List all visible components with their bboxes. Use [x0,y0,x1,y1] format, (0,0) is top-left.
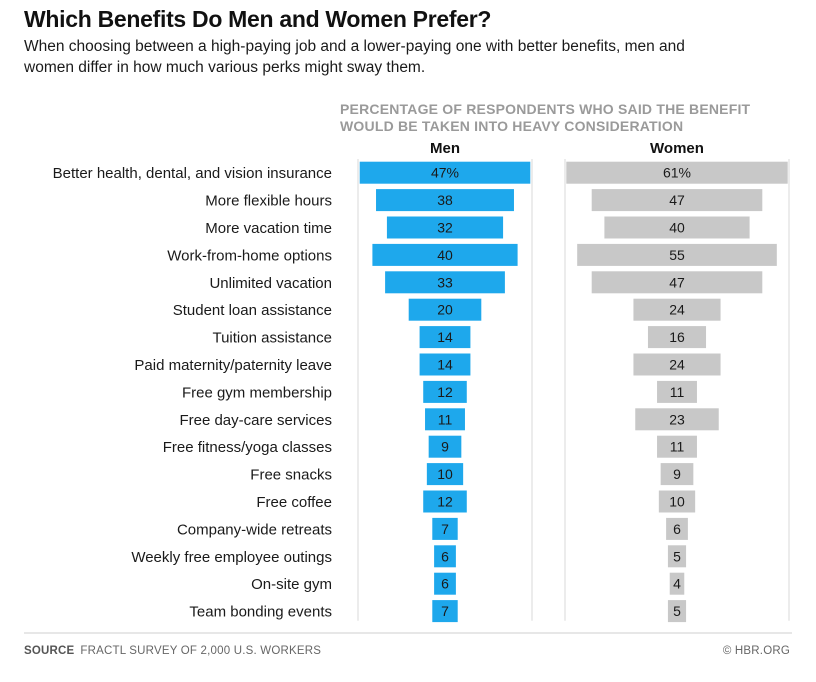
women-value-label: 11 [670,384,685,400]
category-label: Tuition assistance [212,330,332,347]
men-bar [386,216,504,239]
men-value-label: 47% [431,165,459,181]
category-label: Free gym membership [182,384,332,401]
category-label: Team bonding events [189,604,332,621]
men-value-label: 11 [438,411,453,427]
women-value-label: 6 [673,521,681,537]
women-bar [566,161,788,184]
category-label: Unlimited vacation [209,275,332,292]
men-value-label: 33 [437,274,453,290]
men-value-label: 14 [437,329,453,345]
men-bar [385,271,505,294]
source-label: SOURCE [24,645,75,657]
women-bar [591,271,763,294]
women-bar [633,353,721,376]
women-value-label: 11 [670,439,685,455]
men-value-label: 40 [437,247,453,263]
men-value-label: 38 [437,192,453,208]
women-value-label: 47 [669,274,685,290]
women-value-label: 61% [663,165,691,181]
women-value-label: 4 [673,576,681,592]
chart-title: Which Benefits Do Men and Women Prefer? [24,6,492,32]
women-bar [591,189,763,212]
women-bar [667,600,687,623]
men-bar [428,435,462,458]
women-value-label: 10 [669,494,685,510]
women-bar [666,517,688,540]
men-value-label: 10 [437,466,453,482]
women-value-label: 23 [669,411,685,427]
men-column-header: Men [430,140,460,157]
women-bar [635,408,719,431]
men-value-label: 6 [441,576,449,592]
women-bar [633,298,721,321]
women-value-label: 24 [669,357,685,373]
men-bar [423,490,467,513]
women-value-label: 47 [669,192,685,208]
men-bar [372,243,518,266]
women-value-label: 40 [669,220,685,236]
source-note: SOURCE FRACTL SURVEY OF 2,000 U.S. WORKER… [24,645,321,657]
source-text: FRACTL SURVEY OF 2,000 U.S. WORKERS [80,645,322,657]
men-bar [434,545,456,568]
category-label: Free fitness/yoga classes [163,439,332,456]
women-bar [657,435,697,458]
women-value-label: 16 [669,329,685,345]
women-bar [647,326,707,349]
men-value-label: 12 [437,384,453,400]
category-label: Better health, dental, and vision insura… [53,165,332,182]
women-value-label: 5 [673,548,681,564]
men-value-label: 32 [437,220,453,236]
category-label: On-site gym [251,576,332,593]
women-bar [667,545,687,568]
category-label: Student loan assistance [173,302,332,319]
men-bar [419,353,471,376]
women-value-label: 55 [669,247,685,263]
men-bar [359,161,531,184]
chart-header: PERCENTAGE OF RESPONDENTS WHO SAID THE B… [340,101,751,134]
men-bar [432,517,458,540]
men-value-label: 14 [437,357,453,373]
women-value-label: 24 [669,302,685,318]
credit: © HBR.ORG [722,645,790,657]
category-label: Free snacks [250,467,332,484]
men-value-label: 7 [441,521,449,537]
men-bar [426,463,464,486]
category-label: Paid maternity/paternity leave [134,357,332,374]
men-bar [408,298,482,321]
category-label: Work-from-home options [167,247,332,264]
men-bar [432,600,458,623]
women-bar [657,380,697,403]
men-bar [434,572,456,595]
women-column-header: Women [650,140,704,157]
category-label: Weekly free employee outings [131,549,332,566]
men-bar [425,408,465,431]
men-value-label: 7 [441,603,449,619]
chart-subtitle: When choosing between a high-paying job … [24,38,685,76]
women-bar [660,463,694,486]
women-bar [658,490,696,513]
women-bar [577,243,777,266]
women-bar [604,216,750,239]
women-value-label: 9 [673,466,681,482]
category-label: Company-wide retreats [177,521,332,538]
women-bar [669,572,685,595]
men-value-label: 20 [437,302,453,318]
category-label: Free coffee [256,494,332,511]
men-value-label: 6 [441,548,449,564]
category-label: More vacation time [205,220,332,237]
men-bar [419,326,471,349]
men-bar [423,380,467,403]
men-bar [376,189,514,212]
category-label: More flexible hours [205,193,332,210]
men-value-label: 9 [441,439,449,455]
category-label: Free day-care services [179,412,332,429]
women-value-label: 5 [673,603,681,619]
men-value-label: 12 [437,494,453,510]
